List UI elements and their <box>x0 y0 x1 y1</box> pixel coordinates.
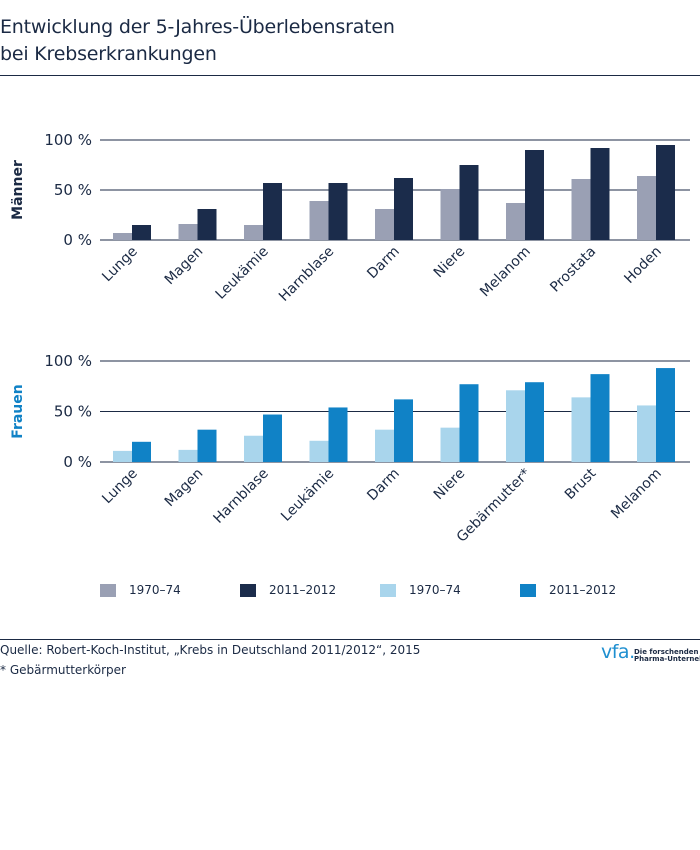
women-bar-2011 <box>656 368 675 462</box>
men-category-label: Prostata <box>547 244 599 296</box>
women-bar-2011 <box>263 414 282 462</box>
men-category-label: Leukämie <box>213 244 272 303</box>
women-bar-2011 <box>328 407 348 462</box>
men-bar-2011 <box>328 183 348 240</box>
men-bar-2011 <box>197 209 217 240</box>
women-panel: 0 % 50 % 100 % Frauen Lunge Magen Harnblase Leu… <box>10 352 690 546</box>
men-category-label: Magen <box>162 244 207 289</box>
women-y-tick-label: 50 % <box>54 403 92 421</box>
men-bar-1970 <box>113 233 132 240</box>
women-y-tick-label: 100 % <box>44 352 92 370</box>
legend-label: 1970–74 <box>409 583 461 597</box>
men-category-label: Hoden <box>621 244 664 287</box>
women-bar-1970 <box>440 427 460 462</box>
legend-label: 2011–2012 <box>549 583 617 597</box>
men-category-label: Harnblase <box>276 244 337 305</box>
vfa-logo-mark: vfa. <box>601 641 635 663</box>
legend-label: 2011–2012 <box>269 583 337 597</box>
legend-item: 1970–74 <box>100 582 181 598</box>
men-bar-2011 <box>132 225 151 240</box>
women-bar-1970 <box>375 429 394 462</box>
men-bar-2011 <box>656 145 675 240</box>
men-bar-1970 <box>637 176 656 240</box>
women-y-tick-label: 0 % <box>63 453 92 471</box>
men-category-label: Lunge <box>99 244 141 286</box>
legend-swatch <box>380 583 396 597</box>
men-y-tick-label: 100 % <box>44 131 92 149</box>
legend-swatch <box>100 583 116 597</box>
women-category-label: Darm <box>364 466 403 505</box>
women-bar-1970 <box>113 450 132 462</box>
men-category-label: Melanom <box>477 244 534 301</box>
source-note: Quelle: Robert-Koch-Institut, „Krebs in … <box>0 643 421 657</box>
legend-label: 1970–74 <box>129 583 181 597</box>
men-panel-label: Männer <box>10 160 26 220</box>
women-bar-2011 <box>197 429 217 462</box>
men-bar-1970 <box>506 203 525 240</box>
bottom-divider <box>0 639 700 640</box>
vfa-logo-tagline-2: Pharma-Unternehmen <box>634 655 700 663</box>
women-category-label: Niere <box>431 466 469 504</box>
chart-title-line-1: Entwicklung der 5-Jahres-Überlebensraten <box>0 16 395 38</box>
footnote: * Gebärmutterkörper <box>0 663 126 677</box>
vfa-logo-tagline-1: Die forschenden <box>634 648 699 656</box>
women-category-label: Brust <box>562 465 600 503</box>
legend-item: 1970–74 <box>380 582 461 598</box>
women-category-label: Lunge <box>99 466 141 508</box>
men-bar-1970 <box>571 179 591 240</box>
women-category-label: Magen <box>162 466 207 511</box>
men-category-label: Darm <box>364 244 403 283</box>
men-bar-2011 <box>525 150 544 240</box>
women-bar-1970 <box>244 435 263 462</box>
men-y-tick-label: 50 % <box>54 181 92 199</box>
women-bar-1970 <box>178 449 198 462</box>
vfa-logo: vfa. Die forschenden Pharma-Unternehmen <box>601 641 700 669</box>
women-bar-2011 <box>459 384 479 462</box>
women-category-label: Melanom <box>608 466 665 523</box>
men-panel: 0 % 50 % 100 % Männer Lunge Magen Leukämie Harn… <box>10 131 690 305</box>
women-bar-2011 <box>132 441 151 462</box>
men-bar-1970 <box>244 225 263 240</box>
men-bar-1970 <box>309 201 329 240</box>
chart-title: Entwicklung der 5-Jahres-Überlebensraten… <box>0 14 680 68</box>
women-bar-1970 <box>506 390 525 462</box>
women-bar-1970 <box>571 397 591 462</box>
men-bar-1970 <box>440 189 460 240</box>
men-bar-2011 <box>590 148 610 240</box>
men-bar-2011 <box>459 165 479 240</box>
legend-swatch <box>240 583 256 597</box>
chart-title-line-2: bei Krebserkrankungen <box>0 43 217 65</box>
women-bar-2011 <box>525 382 544 462</box>
women-category-label: Harnblase <box>210 466 271 527</box>
men-bar-2011 <box>263 183 282 240</box>
women-bar-2011 <box>590 374 610 462</box>
women-bar-2011 <box>394 399 413 462</box>
women-panel-label: Frauen <box>10 384 26 438</box>
men-bar-2011 <box>394 178 413 240</box>
men-category-label: Niere <box>431 244 469 282</box>
men-y-tick-label: 0 % <box>63 231 92 249</box>
men-bar-1970 <box>375 209 394 240</box>
women-bar-1970 <box>309 440 329 462</box>
top-divider <box>0 75 700 76</box>
legend-swatch <box>520 583 536 597</box>
women-bar-1970 <box>637 405 656 462</box>
legend-item: 2011–2012 <box>240 582 336 598</box>
women-category-label: Leukämie <box>278 466 337 525</box>
men-bar-1970 <box>178 224 198 240</box>
legend-item: 2011–2012 <box>520 582 616 598</box>
legend: 1970–74 2011–2012 1970–74 2011–2012 <box>100 582 700 602</box>
